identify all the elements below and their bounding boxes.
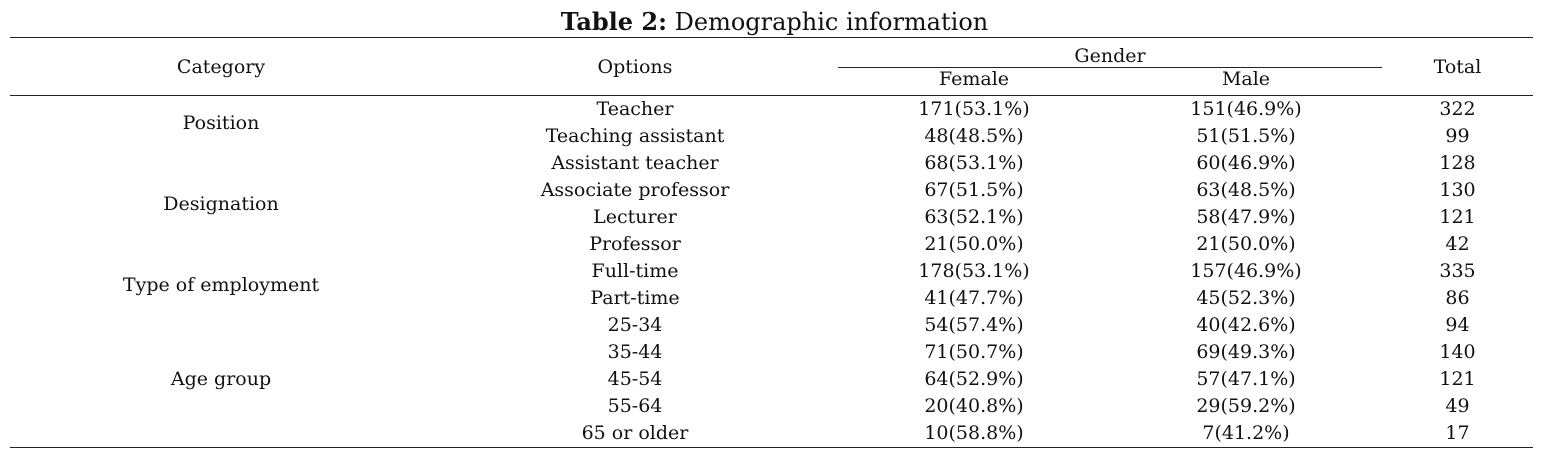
female-cell: 63(52.1%) bbox=[924, 206, 1024, 228]
total-cell: 99 bbox=[1445, 125, 1470, 147]
header-row-top: Category Options Gender Total bbox=[10, 37, 1533, 78]
female-cell: 41(47.7%) bbox=[924, 287, 1024, 309]
header-category: Category bbox=[176, 55, 266, 78]
option-cell: Teaching assistant bbox=[545, 125, 725, 147]
option-cell: 45-54 bbox=[607, 368, 663, 390]
demographic-table: Category Options Gender Total Female Mal… bbox=[10, 37, 1533, 448]
female-cell: 64(52.9%) bbox=[924, 368, 1024, 390]
table-row: Part-time 41(47.7%) 45(52.3%) 86 bbox=[10, 285, 1533, 312]
total-cell: 335 bbox=[1439, 260, 1476, 282]
table-row: 65 or older 10(58.8%) 7(41.2%) 17 bbox=[10, 420, 1533, 448]
table-caption: Table 2: Demographic information bbox=[0, 6, 1549, 38]
table-row: 45-54 64(52.9%) 57(47.1%) 121 bbox=[10, 366, 1533, 393]
male-cell: 60(46.9%) bbox=[1196, 152, 1296, 174]
total-cell: 49 bbox=[1445, 395, 1470, 417]
option-cell: Associate professor bbox=[540, 179, 730, 201]
option-cell: 65 or older bbox=[581, 422, 689, 444]
female-cell: 10(58.8%) bbox=[924, 422, 1024, 444]
total-cell: 17 bbox=[1445, 422, 1470, 444]
category-cell: Type of employment bbox=[122, 273, 320, 296]
female-cell: 67(51.5%) bbox=[924, 179, 1024, 201]
female-cell: 20(40.8%) bbox=[924, 395, 1024, 417]
male-cell: 151(46.9%) bbox=[1190, 98, 1302, 120]
total-cell: 86 bbox=[1445, 287, 1470, 309]
male-cell: 63(48.5%) bbox=[1196, 179, 1296, 201]
table-row: Type of employment Full-time 178(53.1%) 157… bbox=[10, 258, 1533, 296]
female-cell: 178(53.1%) bbox=[918, 260, 1030, 282]
option-cell: 25-34 bbox=[607, 314, 663, 336]
header-gender: Gender bbox=[838, 37, 1382, 68]
total-cell: 128 bbox=[1439, 152, 1476, 174]
female-cell: 21(50.0%) bbox=[924, 233, 1024, 255]
male-cell: 29(59.2%) bbox=[1196, 395, 1296, 417]
header-female: Female bbox=[938, 68, 1010, 90]
header-total: Total bbox=[1433, 55, 1482, 78]
option-cell: Lecturer bbox=[593, 206, 677, 228]
total-cell: 121 bbox=[1439, 206, 1476, 228]
total-cell: 140 bbox=[1439, 341, 1476, 363]
total-cell: 121 bbox=[1439, 368, 1476, 390]
male-cell: 7(41.2%) bbox=[1202, 422, 1290, 444]
table-row: 55-64 20(40.8%) 29(59.2%) 49 bbox=[10, 393, 1533, 420]
female-cell: 71(50.7%) bbox=[924, 341, 1024, 363]
male-cell: 45(52.3%) bbox=[1196, 287, 1296, 309]
table-row: Associate professor 67(51.5%) 63(48.5%) 130 bbox=[10, 177, 1533, 204]
male-cell: 157(46.9%) bbox=[1190, 260, 1302, 282]
category-cell: Age group bbox=[170, 368, 272, 390]
male-cell: 40(42.6%) bbox=[1196, 314, 1296, 336]
total-cell: 322 bbox=[1439, 98, 1476, 120]
female-cell: 48(48.5%) bbox=[924, 125, 1024, 147]
male-cell: 21(50.0%) bbox=[1196, 233, 1296, 255]
table-row: Designation Assistant teacher 68(53.1%) 60(… bbox=[10, 150, 1533, 215]
option-cell: Part-time bbox=[590, 287, 680, 309]
table-caption-text: Demographic information bbox=[674, 8, 989, 36]
table-body: Position Teacher 171(53.1%) 151(46.9%) 322 Te… bbox=[10, 96, 1533, 448]
table-row: 35-44 71(50.7%) 69(49.3%) 140 bbox=[10, 339, 1533, 366]
table-row: Professor 21(50.0%) 21(50.0%) 42 bbox=[10, 231, 1533, 258]
table-row: Lecturer 63(52.1%) 58(47.9%) 121 bbox=[10, 204, 1533, 231]
option-cell: Full-time bbox=[591, 260, 679, 282]
category-cell: Position bbox=[182, 111, 260, 134]
option-cell: 55-64 bbox=[607, 395, 663, 417]
table-row: Position Teacher 171(53.1%) 151(46.9%) 322 bbox=[10, 96, 1533, 134]
table-row: Age group 25-34 54(57.4%) 40(42.6%) 94 bbox=[10, 312, 1533, 390]
male-cell: 51(51.5%) bbox=[1196, 125, 1296, 147]
total-cell: 94 bbox=[1445, 314, 1470, 336]
header-options: Options bbox=[597, 55, 673, 78]
female-cell: 68(53.1%) bbox=[924, 152, 1024, 174]
option-cell: Teacher bbox=[596, 98, 674, 120]
female-cell: 54(57.4%) bbox=[924, 314, 1024, 336]
option-cell: Assistant teacher bbox=[551, 152, 719, 174]
option-cell: 35-44 bbox=[607, 341, 663, 363]
table-row: Teaching assistant 48(48.5%) 51(51.5%) 99 bbox=[10, 123, 1533, 150]
table-caption-label: Table 2: bbox=[560, 7, 667, 36]
option-cell: Professor bbox=[589, 233, 681, 255]
male-cell: 57(47.1%) bbox=[1196, 368, 1296, 390]
header-male: Male bbox=[1221, 68, 1271, 90]
male-cell: 58(47.9%) bbox=[1196, 206, 1296, 228]
total-cell: 130 bbox=[1439, 179, 1476, 201]
category-cell: Designation bbox=[163, 192, 279, 215]
total-cell: 42 bbox=[1445, 233, 1470, 255]
male-cell: 69(49.3%) bbox=[1196, 341, 1296, 363]
female-cell: 171(53.1%) bbox=[918, 98, 1030, 120]
